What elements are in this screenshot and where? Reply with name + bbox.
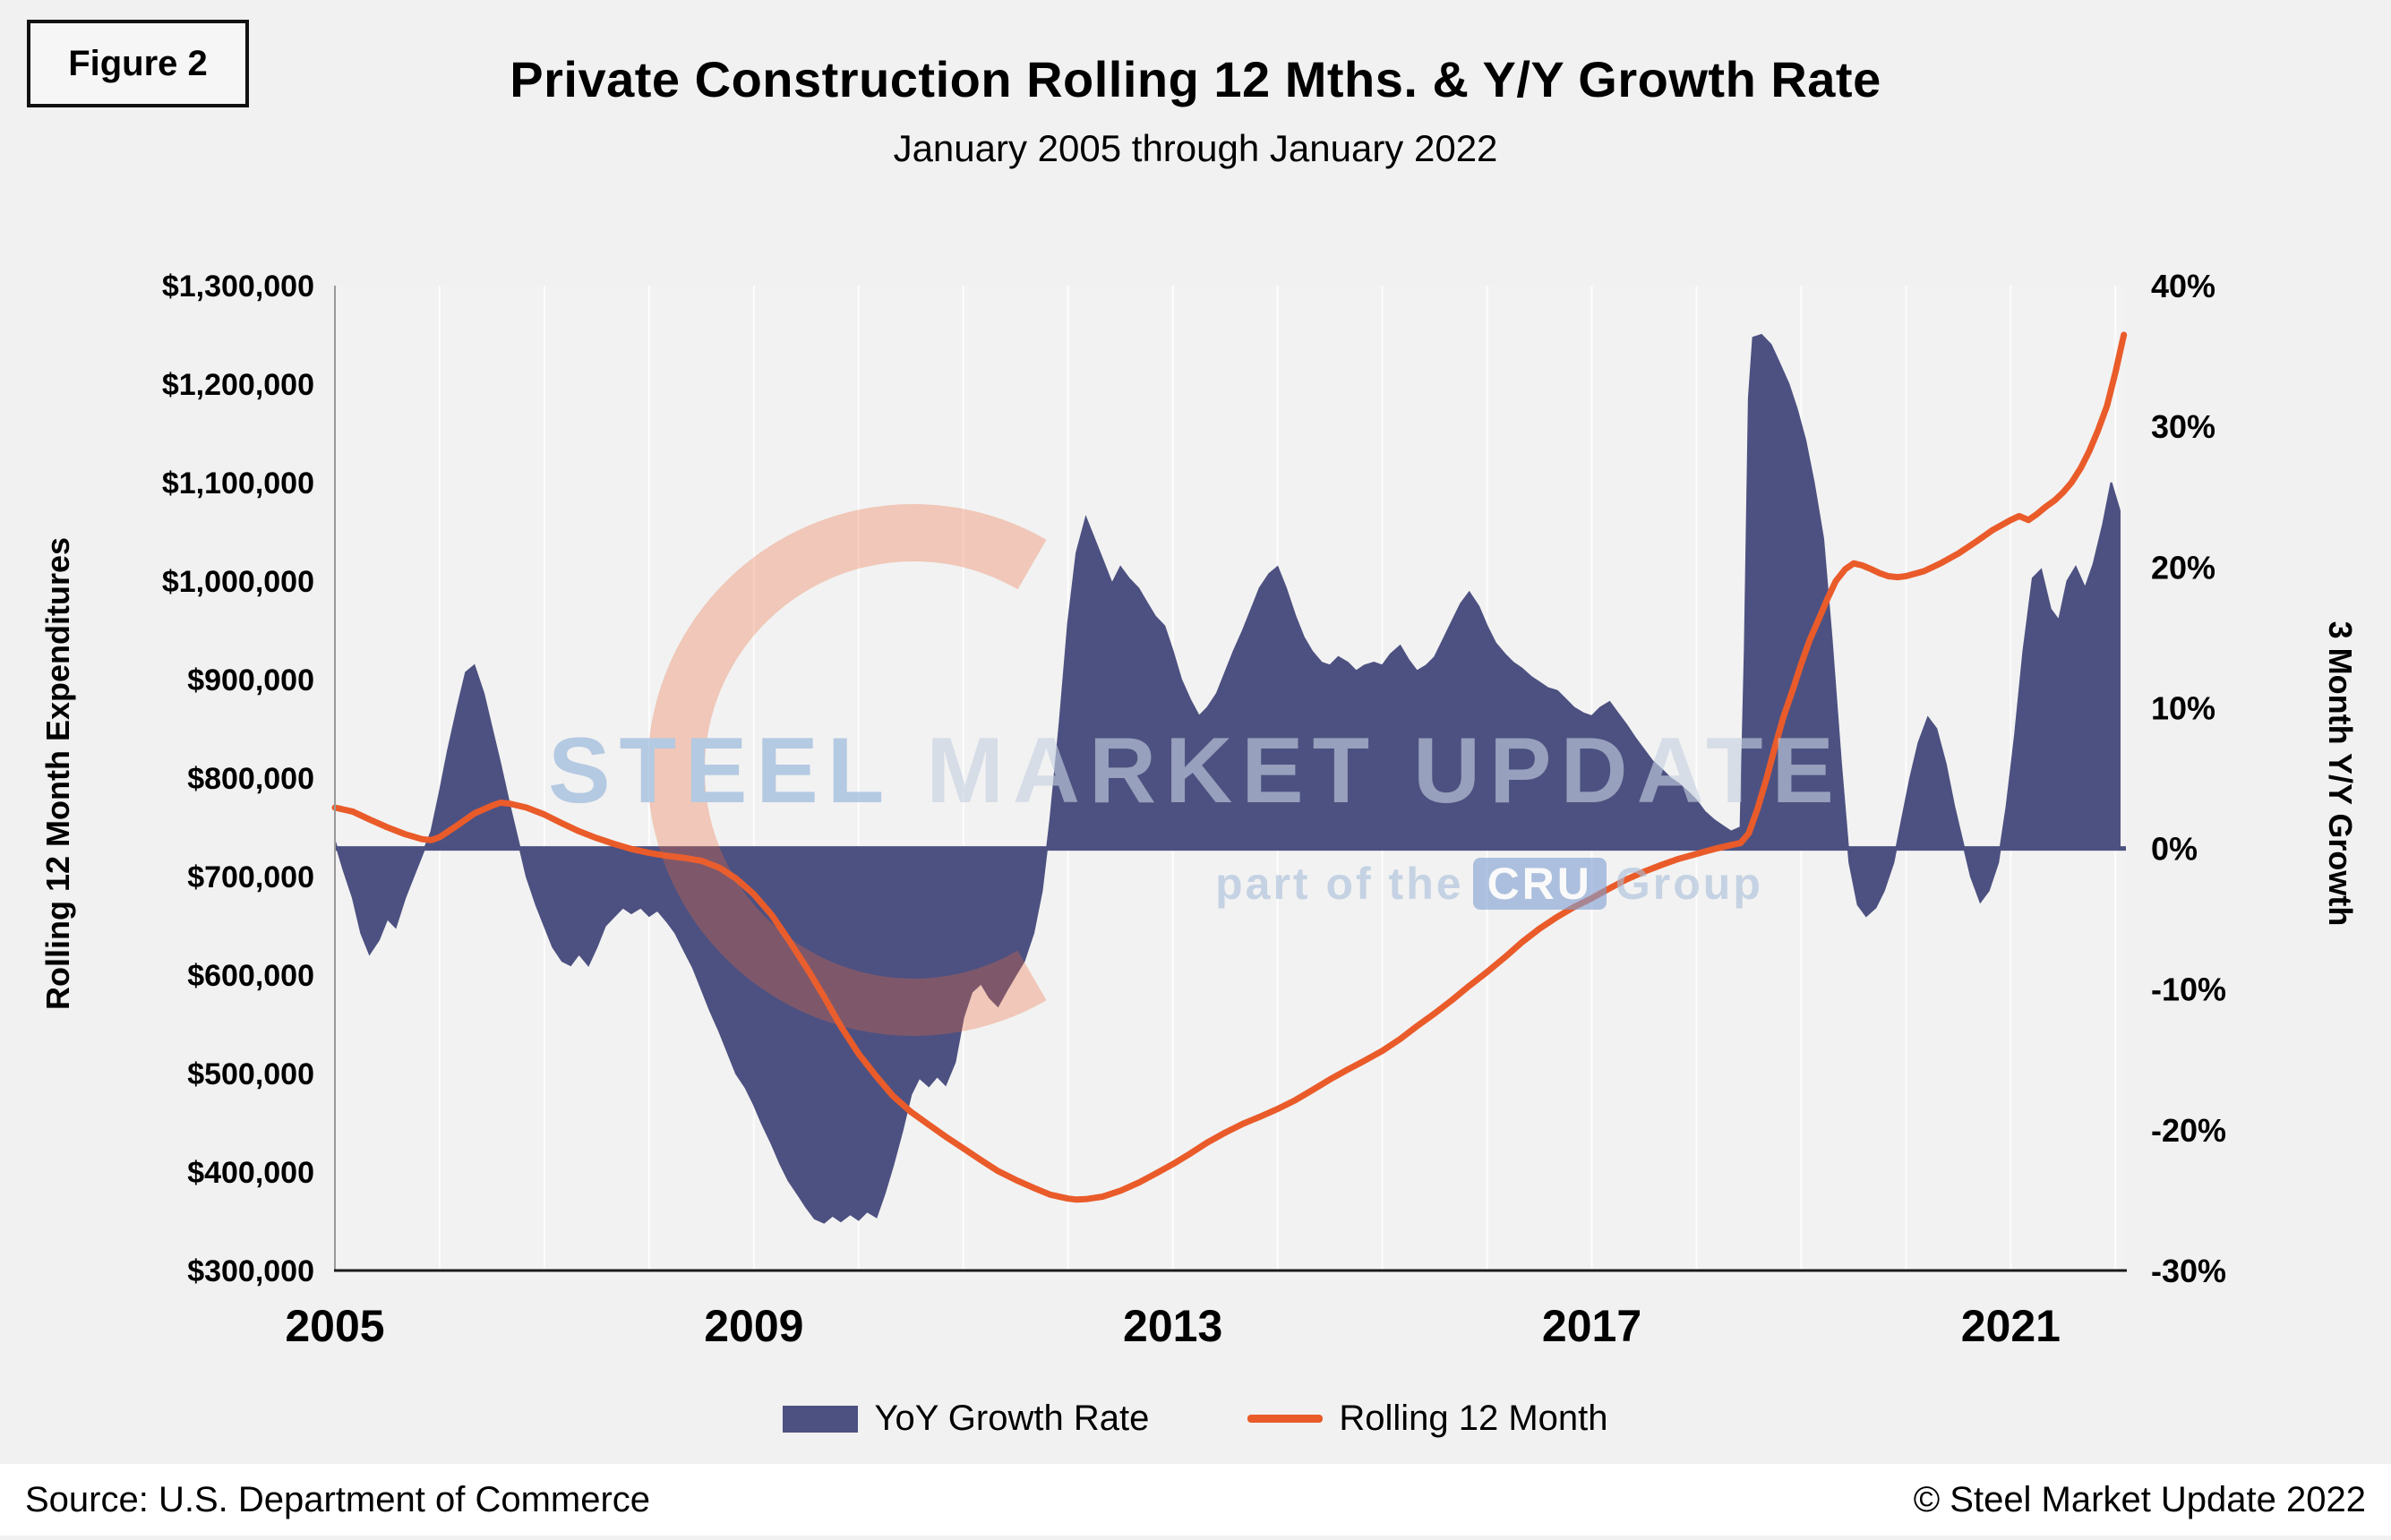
left-axis-tick-label: $300,000 [187, 1254, 314, 1288]
right-axis-tick-label: 30% [2151, 408, 2215, 445]
left-axis-tick-label: $700,000 [187, 860, 314, 894]
chart-subtitle: January 2005 through January 2022 [893, 127, 1498, 169]
x-axis-tick-label: 2009 [704, 1301, 803, 1351]
right-axis-tick-label: 10% [2151, 689, 2215, 726]
right-axis-tick-label: 20% [2151, 549, 2215, 586]
left-axis-tick-label: $600,000 [187, 959, 314, 993]
left-axis-tick-label: $1,100,000 [162, 466, 314, 500]
rolling-line-swatch-icon [1247, 1415, 1324, 1423]
x-axis-tick-label: 2017 [1542, 1301, 1641, 1351]
legend-label-yoy: YoY Growth Rate [874, 1399, 1150, 1438]
left-axis-tick-label: $900,000 [187, 663, 314, 697]
yoy-growth-area [334, 333, 2121, 1224]
legend-item-yoy-growth: YoY Growth Rate [783, 1399, 1149, 1439]
legend: YoY Growth Rate Rolling 12 Month [0, 1399, 2391, 1439]
right-axis-tick-label: 40% [2151, 268, 2215, 304]
legend-item-rolling-12-month: Rolling 12 Month [1247, 1399, 1608, 1439]
left-axis-tick-label: $1,300,000 [162, 270, 314, 304]
left-axis-tick-label: $400,000 [187, 1156, 314, 1190]
x-axis-tick-label: 2005 [285, 1301, 384, 1351]
right-axis-tick-label: -20% [2151, 1112, 2226, 1149]
left-axis-tick-label: $800,000 [187, 762, 314, 796]
x-axis-tick-label: 2013 [1123, 1301, 1222, 1351]
footer: Source: U.S. Department of Commerce © St… [0, 1464, 2391, 1536]
copyright-text: © Steel Market Update 2022 [1913, 1479, 2366, 1519]
left-axis-tick-label: $500,000 [187, 1057, 314, 1091]
figure-label-box: Figure 2 [27, 20, 249, 107]
x-axis-tick-label: 2021 [1961, 1301, 2061, 1351]
right-axis-tick-label: -10% [2151, 971, 2226, 1008]
legend-label-rolling: Rolling 12 Month [1339, 1399, 1608, 1438]
rolling-12-month-line [331, 331, 2128, 1203]
source-text: Source: U.S. Department of Commerce [25, 1479, 651, 1519]
right-axis-tick-label: 0% [2151, 831, 2198, 868]
yoy-area-swatch-icon [783, 1405, 859, 1433]
chart-title: Private Construction Rolling 12 Mths. & … [510, 51, 1881, 107]
left-axis-tick-label: $1,000,000 [162, 565, 314, 599]
right-axis-tick-label: -30% [2151, 1253, 2226, 1289]
figure-label: Figure 2 [68, 43, 208, 83]
left-axis-tick-label: $1,200,000 [162, 368, 314, 402]
